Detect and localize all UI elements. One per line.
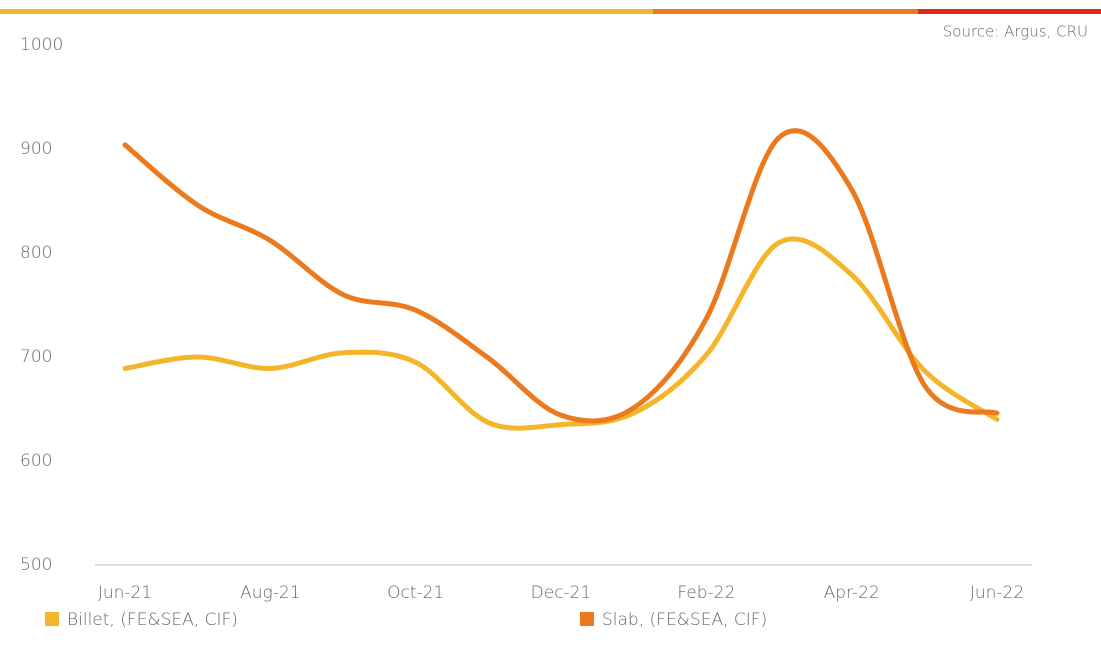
top-band [0,9,653,14]
y-tick-label: 800 [20,243,52,263]
source-note: Source: Argus, CRU [943,23,1088,41]
line-series [122,236,1000,431]
y-tick-label: 600 [20,451,52,471]
x-tick-label: Oct-21 [387,583,444,603]
x-tick-label: Aug-21 [240,583,300,603]
y-tick-label: 1000 [20,35,63,55]
x-tick-label: Feb-22 [677,583,735,603]
legend-swatch [45,612,59,626]
top-band [918,9,1101,14]
y-tick-label: 500 [20,555,52,575]
legend-swatch [580,612,594,626]
y-tick-label: 700 [20,347,52,367]
legend-label: Slab, (FE&SEA, CIF) [602,610,767,630]
line-series [122,128,1000,424]
x-tick-label: Jun-21 [98,583,152,603]
top-band [653,9,918,14]
x-tick-label: Apr-22 [824,583,880,603]
legend-label: Billet, (FE&SEA, CIF) [67,610,238,630]
x-tick-label: Dec-21 [531,583,592,603]
y-tick-label: 900 [20,139,52,159]
x-tick-label: Jun-22 [970,583,1024,603]
